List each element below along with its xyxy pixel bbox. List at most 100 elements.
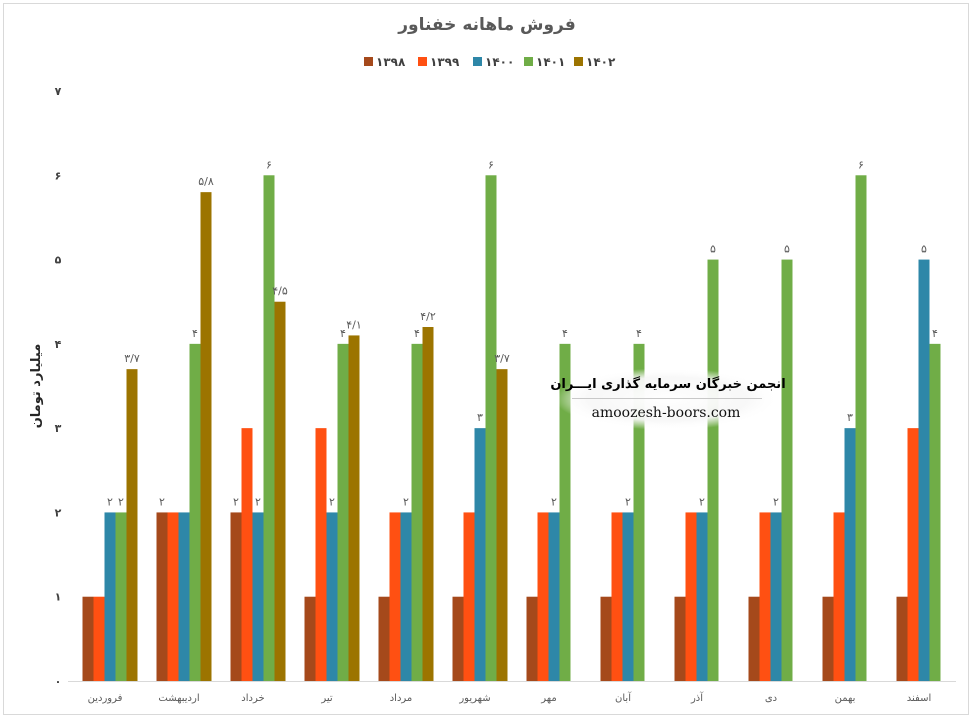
bar [485, 175, 497, 682]
bar [748, 596, 760, 681]
bar [537, 512, 549, 681]
bar [337, 343, 349, 681]
bar [411, 343, 423, 681]
x-category-label: بهمن [835, 693, 856, 704]
data-label: ۲ [233, 495, 239, 508]
data-label: ۶ [858, 158, 864, 171]
data-label: ۳ [477, 411, 483, 424]
legend-swatch-2 [473, 57, 482, 66]
data-label: ۵ [921, 243, 927, 256]
bar [559, 343, 571, 681]
y-tick-label: ۶ [55, 169, 62, 182]
bar [241, 428, 253, 681]
bar [548, 512, 560, 681]
data-label: ۲ [403, 495, 409, 508]
y-tick-label: ۲ [55, 506, 62, 519]
bar [156, 512, 168, 681]
data-label: ۲ [118, 495, 124, 508]
bar [918, 259, 930, 681]
bar [463, 512, 475, 681]
bar [696, 512, 708, 681]
x-category-label: دی [765, 693, 777, 704]
bar [389, 512, 401, 681]
bar [178, 512, 190, 681]
bar [833, 512, 845, 681]
y-tick-label: ۷ [55, 85, 62, 98]
bar [378, 596, 390, 681]
x-category-label: مهر [540, 693, 556, 704]
y-tick-label: ۰ [55, 675, 62, 688]
bar [600, 596, 612, 681]
legend-label-2: ۱۴۰۰ [485, 55, 514, 69]
data-label: ۲ [329, 495, 335, 508]
bar [674, 596, 686, 681]
data-label: ۴/۱ [346, 318, 362, 331]
bar [326, 512, 338, 681]
watermark-url: amoozesh-boors.com [592, 405, 741, 421]
bar [611, 512, 623, 681]
bar [896, 596, 908, 681]
data-label: ۵ [784, 243, 790, 256]
bar [200, 192, 212, 681]
legend-label-1: ۱۳۹۹ [430, 55, 460, 69]
bar [104, 512, 116, 681]
data-label: ۴/۲ [420, 310, 436, 323]
bar [422, 327, 434, 681]
data-label: ۲ [255, 495, 261, 508]
legend-swatch-3 [524, 57, 533, 66]
data-label: ۲ [625, 495, 631, 508]
data-label: ۴ [636, 327, 642, 340]
x-category-label: خرداد [241, 693, 264, 704]
data-label: ۳ [847, 411, 853, 424]
bar [452, 596, 464, 681]
bar [167, 512, 179, 681]
bar [474, 428, 486, 681]
data-label: ۲ [107, 495, 113, 508]
bar [844, 428, 856, 681]
bar [496, 369, 508, 681]
data-label: ۴/۵ [272, 285, 288, 298]
data-label: ۴ [340, 327, 346, 340]
bar [526, 596, 538, 681]
y-axis-label: میلیارد تومان [29, 344, 44, 429]
data-label: ۴ [414, 327, 420, 340]
legend-swatch-4 [574, 57, 583, 66]
bar [822, 596, 834, 681]
bar [348, 335, 360, 681]
data-label: ۲ [699, 495, 705, 508]
bar [126, 369, 138, 681]
x-category-label: آذر [690, 691, 704, 704]
data-label: ۴ [932, 327, 938, 340]
y-tick-label: ۵ [55, 254, 62, 267]
bar [274, 301, 286, 681]
bar [230, 512, 242, 681]
chart-title: فروش ماهانه خفناور [397, 15, 576, 35]
y-tick-label: ۱ [55, 591, 62, 604]
data-label: ۴ [192, 327, 198, 340]
bar [770, 512, 782, 681]
legend-swatch-1 [418, 57, 427, 66]
bar [633, 343, 645, 681]
x-category-label: مرداد [390, 693, 413, 704]
data-label: ۳/۷ [494, 352, 510, 365]
data-label: ۶ [488, 158, 494, 171]
legend-label-0: ۱۳۹۸ [376, 55, 406, 69]
bar [400, 512, 412, 681]
chart-frame [3, 3, 969, 715]
data-label: ۶ [266, 158, 272, 171]
bar [929, 343, 941, 681]
bar [707, 259, 719, 681]
data-label: ۴ [562, 327, 568, 340]
x-category-label: اردیبهشت [158, 693, 199, 704]
data-label: ۵/۸ [198, 175, 214, 188]
x-category-label: تیر [320, 693, 333, 704]
data-label: ۲ [551, 495, 557, 508]
x-category-label: شهریور [458, 693, 490, 704]
y-tick-label: ۳ [55, 422, 62, 435]
bar [189, 343, 201, 681]
watermark-title: انجمن خبرگان سرمایه گذاری ایـــران [550, 376, 785, 392]
data-label: ۲ [159, 495, 165, 508]
x-category-label: فروردین [88, 693, 123, 704]
data-label: ۵ [710, 243, 716, 256]
